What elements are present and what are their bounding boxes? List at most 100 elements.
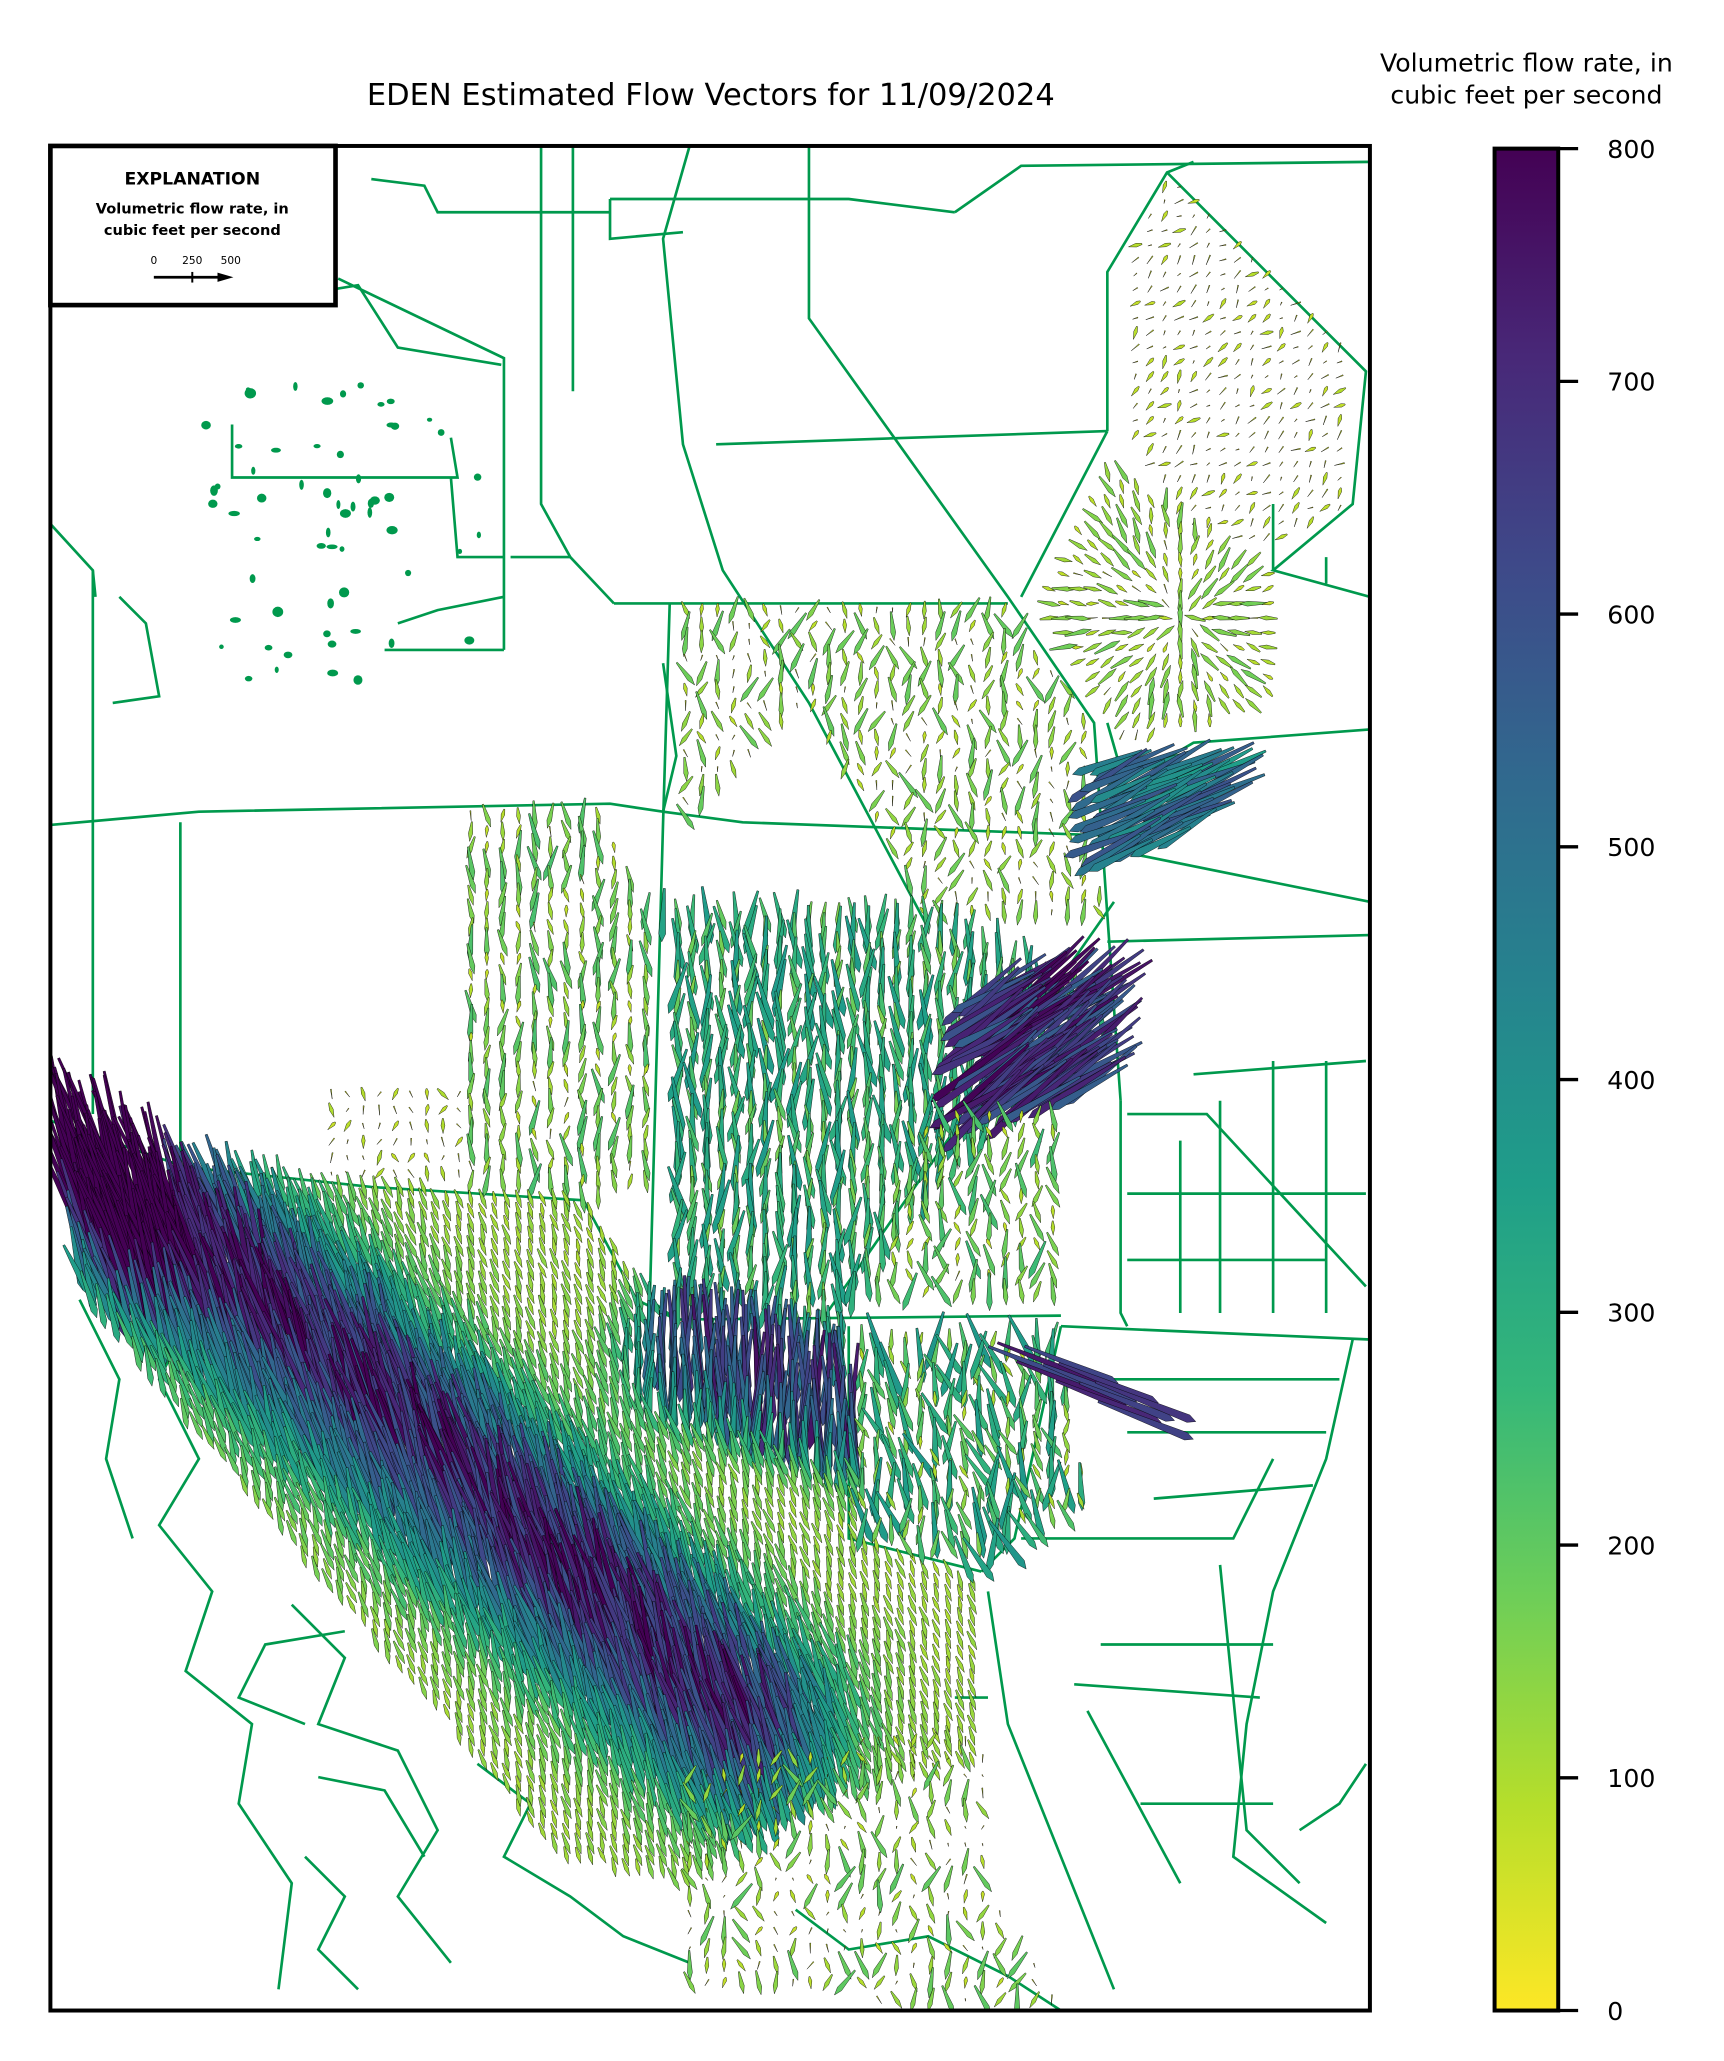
flow-vector	[964, 597, 981, 624]
flow-vector	[809, 653, 817, 662]
flow-vector	[1146, 642, 1155, 652]
flow-vector	[1233, 331, 1241, 335]
flow-vector	[535, 1709, 549, 1739]
flow-vector	[538, 1796, 546, 1819]
flow-vector	[596, 1285, 607, 1304]
flow-vector	[572, 1366, 584, 1390]
flow-vector	[282, 1479, 301, 1515]
flow-vector	[515, 1201, 522, 1221]
flow-vector	[498, 1327, 514, 1358]
flow-vector	[525, 1320, 536, 1341]
flow-vector	[618, 1278, 634, 1310]
flow-vector	[715, 701, 720, 710]
flow-vector	[1145, 316, 1155, 320]
flow-vector	[612, 1032, 617, 1044]
boundary-line	[236, 1629, 346, 1726]
flow-vector	[441, 1258, 453, 1283]
flow-vector	[311, 1555, 320, 1583]
flow-vector	[1103, 687, 1111, 696]
boundary-line	[50, 1119, 677, 1321]
flow-vector	[902, 1387, 909, 1412]
flow-vector	[424, 1119, 429, 1133]
flow-vector	[944, 1631, 952, 1649]
flow-vector	[643, 1170, 649, 1194]
flow-vector	[951, 715, 961, 728]
flow-vector	[525, 1796, 535, 1819]
flow-vector	[1293, 387, 1299, 395]
pond-marker	[327, 640, 337, 648]
flow-vector	[1278, 520, 1285, 525]
flow-vector	[1175, 486, 1183, 500]
flow-vector	[1178, 654, 1183, 670]
flow-vector	[1132, 490, 1141, 513]
flow-vector	[1019, 1110, 1024, 1123]
pond-marker	[355, 474, 362, 484]
flow-vector	[971, 1137, 977, 1160]
flow-vector	[760, 1147, 771, 1179]
flow-vector	[787, 612, 808, 640]
flow-vector	[1257, 615, 1278, 621]
pond-marker	[254, 536, 261, 542]
flow-vector	[1290, 330, 1301, 335]
flow-vector	[1116, 517, 1128, 544]
flow-vector	[1069, 600, 1087, 607]
flow-vector	[1177, 429, 1182, 440]
flow-vector	[948, 869, 965, 892]
flow-vector	[1132, 535, 1140, 556]
flow-vector	[582, 1374, 597, 1406]
flow-vector	[496, 929, 508, 957]
flow-vector	[747, 748, 751, 758]
flow-vector	[551, 1283, 558, 1306]
flow-vector	[336, 1174, 343, 1200]
flow-vector	[1261, 601, 1274, 606]
flow-vector	[771, 628, 791, 656]
flow-vector	[1127, 627, 1146, 639]
boundary-line	[78, 1299, 134, 1539]
flow-vector	[484, 868, 490, 891]
flow-vector	[740, 676, 759, 703]
flow-vector	[887, 676, 897, 703]
flow-vector	[1263, 474, 1271, 484]
pond-marker	[339, 509, 351, 518]
flow-vector	[515, 1270, 522, 1295]
flow-vector	[1244, 630, 1263, 635]
flow-vector	[908, 1714, 917, 1735]
flow-vector	[696, 739, 706, 768]
flow-vector	[531, 867, 538, 892]
flow-vector	[501, 1224, 512, 1246]
flow-vector	[360, 1606, 367, 1628]
flow-vector	[502, 1260, 511, 1281]
flow-vector	[538, 1212, 546, 1233]
flow-vector	[425, 1104, 430, 1116]
flow-vector	[683, 756, 689, 782]
flow-vector	[478, 1203, 487, 1219]
flow-vector	[489, 1271, 500, 1294]
flow-vector	[787, 1565, 798, 1597]
flow-vector	[609, 881, 619, 910]
flow-vector	[919, 1582, 929, 1604]
flow-vector	[1131, 570, 1141, 578]
flow-vector	[420, 1654, 426, 1675]
flow-vector	[908, 1749, 916, 1771]
flow-vector	[627, 1173, 633, 1190]
flow-vector	[1261, 571, 1275, 577]
flow-vector	[1001, 1126, 1008, 1139]
flow-vector	[726, 1448, 740, 1475]
flow-vector	[1018, 1279, 1025, 1305]
flow-vector	[456, 1107, 461, 1113]
flow-vector	[794, 668, 799, 679]
flow-vector	[1148, 524, 1153, 537]
flow-vector	[1046, 1250, 1059, 1270]
flow-vector	[382, 1580, 392, 1606]
flow-vector	[860, 1617, 868, 1640]
flow-vector	[538, 1758, 546, 1786]
flow-vector	[984, 795, 992, 806]
flow-vector	[1115, 643, 1129, 652]
flow-vector	[621, 1817, 630, 1846]
flow-vector	[1205, 330, 1212, 335]
flow-vector	[562, 1773, 569, 1794]
flow-vector	[1218, 357, 1228, 367]
flow-vector	[1246, 300, 1258, 307]
flow-vector	[933, 825, 947, 841]
flow-vector	[1279, 326, 1284, 339]
